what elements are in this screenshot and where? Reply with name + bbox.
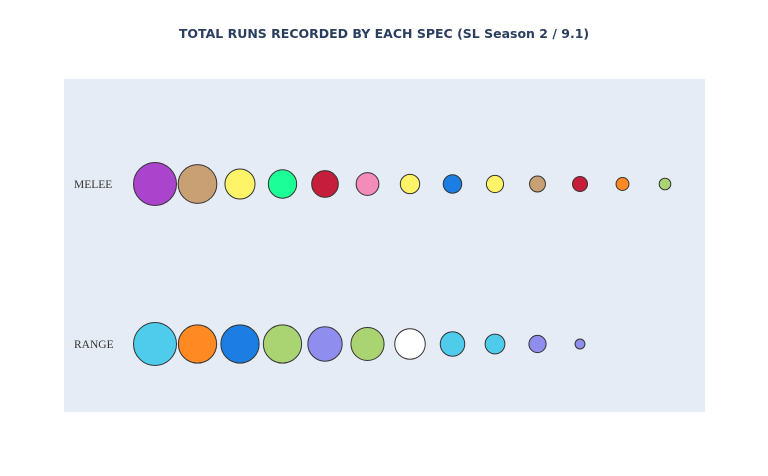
- marker-melee-13[interactable]: [658, 177, 672, 191]
- marker-melee-2[interactable]: [177, 164, 218, 204]
- marker-range-2[interactable]: [177, 324, 218, 364]
- category-labels: MELEE RANGE: [74, 179, 114, 351]
- marker-range-11[interactable]: [574, 338, 586, 350]
- marker-range-6[interactable]: [350, 326, 385, 362]
- marker-range-5[interactable]: [307, 326, 343, 362]
- marker-range-8[interactable]: [439, 331, 466, 357]
- marker-melee-7[interactable]: [399, 173, 421, 195]
- marker-melee-10[interactable]: [529, 175, 546, 193]
- marker-range-4[interactable]: [262, 324, 303, 364]
- marker-melee-12[interactable]: [615, 177, 630, 191]
- marker-range-3[interactable]: [220, 324, 260, 364]
- chart-title: TOTAL RUNS RECORDED BY EACH SPEC (SL Sea…: [179, 26, 589, 41]
- marker-melee-11[interactable]: [571, 175, 589, 193]
- markers: [133, 162, 672, 366]
- marker-melee-5[interactable]: [311, 170, 339, 198]
- marker-range-10[interactable]: [528, 334, 547, 354]
- category-label-range: RANGE: [74, 339, 114, 351]
- marker-range-1[interactable]: [133, 322, 177, 366]
- marker-melee-1[interactable]: [133, 162, 177, 206]
- category-label-melee: MELEE: [74, 179, 112, 191]
- marker-melee-4[interactable]: [267, 169, 298, 199]
- marker-melee-6[interactable]: [355, 172, 380, 196]
- marker-range-9[interactable]: [484, 333, 506, 355]
- marker-melee-8[interactable]: [442, 174, 463, 194]
- marker-range-7[interactable]: [394, 328, 426, 360]
- marker-melee-3[interactable]: [224, 168, 256, 200]
- marker-melee-9[interactable]: [485, 174, 505, 194]
